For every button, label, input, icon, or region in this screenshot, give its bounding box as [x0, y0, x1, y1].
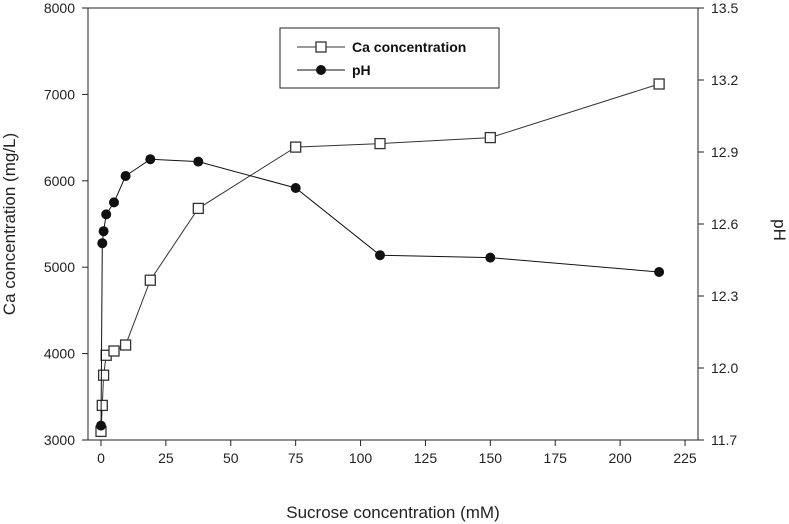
ca-point-10 — [484, 131, 496, 144]
ca-point-4 — [108, 345, 120, 357]
y-tick-label-2: 5000 — [44, 259, 75, 275]
y2-tick-label-0: 11.7 — [711, 432, 737, 448]
x-tick-label-7: 175 — [544, 450, 568, 466]
y2-axis-title: pH — [770, 219, 789, 241]
ca-point-11 — [653, 78, 665, 90]
ph-point-2 — [98, 226, 109, 237]
x-tick-label-0: 0 — [97, 450, 105, 466]
ca-point-7 — [192, 202, 204, 215]
ca-point-8 — [290, 141, 302, 153]
ph-point-9 — [375, 250, 385, 261]
x-tick-label-8: 200 — [608, 450, 632, 466]
y2-tick-label-2: 12.3 — [711, 288, 738, 304]
legend-ph-marker — [316, 65, 326, 75]
ph-point-4 — [109, 197, 119, 208]
y2-tick-label-6: 13.5 — [711, 0, 738, 16]
ph-point-8 — [290, 183, 301, 193]
y-tick-label-3: 6000 — [44, 173, 75, 189]
x-tick-label-6: 150 — [479, 450, 503, 466]
y2-tick-label-1: 12.0 — [711, 360, 738, 376]
ph-point-1 — [97, 238, 108, 249]
ph-point-5 — [120, 171, 131, 181]
x-tick-label-4: 100 — [349, 450, 373, 466]
ca-point-5 — [119, 339, 132, 351]
ca-point-1 — [96, 399, 108, 412]
ph-point-11 — [654, 267, 665, 277]
x-tick-label-5: 125 — [414, 450, 438, 466]
y-tick-label-0: 3000 — [44, 432, 75, 448]
ph-point-0 — [96, 420, 106, 431]
ph-series-line — [100, 158, 660, 426]
ph-point-7 — [193, 156, 204, 167]
y-axis-title: Ca concentration (mg/L) — [0, 133, 19, 315]
x-tick-label-2: 50 — [223, 450, 239, 466]
legend-ca-marker — [315, 41, 327, 53]
x-axis-title: Sucrose concentration (mM) — [286, 503, 500, 522]
series-layer — [95, 78, 665, 438]
ca-point-9 — [374, 137, 386, 150]
ticks-layer: 0 25 50 75 100 125 150 175 200 225 3000 4000 5000 600… — [44, 0, 739, 466]
y2-tick-label-5: 13.2 — [711, 72, 738, 88]
y2-tick-label-3: 12.6 — [711, 216, 738, 232]
legend-box — [279, 27, 500, 89]
legend-ph-label: pH — [352, 62, 371, 78]
x-tick-label-9: 225 — [673, 450, 697, 466]
y-tick-label-5: 8000 — [44, 0, 75, 16]
y-tick-label-4: 7000 — [44, 86, 75, 102]
ph-point-3 — [101, 209, 112, 220]
x-tick-label-3: 75 — [288, 450, 304, 466]
ph-point-6 — [145, 154, 156, 165]
ca-point-2 — [97, 369, 110, 381]
ca-point-6 — [144, 274, 156, 286]
ph-point-10 — [485, 252, 496, 263]
x-tick-label-1: 25 — [158, 450, 174, 466]
legend-ca-label: Ca concentration — [352, 39, 466, 55]
legend: Ca concentration pH — [279, 27, 500, 89]
y-tick-label-1: 4000 — [44, 346, 75, 362]
y2-tick-label-4: 12.9 — [711, 144, 738, 160]
